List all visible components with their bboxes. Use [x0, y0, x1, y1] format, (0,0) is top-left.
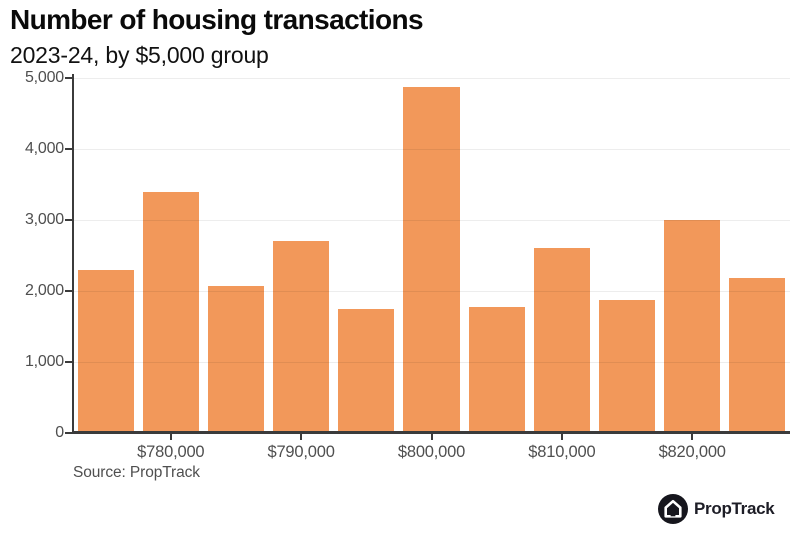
bar	[77, 269, 134, 433]
bar	[142, 191, 199, 433]
x-axis-line	[72, 431, 790, 434]
y-tick	[65, 148, 72, 150]
x-tick	[300, 434, 303, 440]
y-tick	[65, 219, 72, 221]
y-axis-line	[72, 74, 74, 434]
bar	[599, 299, 656, 433]
bar	[468, 306, 525, 433]
x-tick	[430, 434, 433, 440]
x-axis-label: $790,000	[267, 443, 335, 461]
y-tick	[65, 361, 72, 363]
y-axis-label: 5,000	[24, 69, 64, 86]
y-tick	[65, 432, 72, 434]
house-icon	[658, 494, 688, 524]
y-axis-label: 0	[55, 424, 64, 441]
y-axis-label: 1,000	[24, 353, 64, 370]
bar	[338, 308, 395, 433]
gridline	[73, 362, 790, 363]
x-tick	[169, 434, 172, 440]
y-tick	[65, 290, 72, 292]
bar	[729, 278, 786, 433]
gridline	[73, 220, 790, 221]
y-tick	[65, 77, 72, 79]
gridline	[73, 78, 790, 79]
bar	[664, 220, 721, 433]
gridline	[73, 291, 790, 292]
brand-name: PropTrack	[694, 499, 775, 518]
y-axis-label: 3,000	[24, 211, 64, 228]
x-tick	[560, 434, 563, 440]
chart-title: Number of housing transactions	[10, 4, 424, 35]
bar	[533, 248, 590, 433]
y-axis-label: 2,000	[24, 282, 64, 299]
bar	[273, 241, 330, 433]
x-axis-label: $820,000	[658, 443, 726, 461]
x-axis-label: $800,000	[397, 443, 466, 461]
x-tick	[691, 434, 694, 440]
gridline	[73, 149, 790, 150]
brand-logo: PropTrack	[658, 494, 775, 524]
bar	[207, 286, 265, 433]
chart-subtitle: 2023-24, by $5,000 group	[10, 42, 269, 68]
source-note: Source: PropTrack	[73, 464, 200, 481]
x-axis-label: $780,000	[137, 443, 205, 461]
x-axis-label: $810,000	[528, 443, 596, 461]
bar	[403, 87, 460, 433]
y-axis-label: 4,000	[24, 140, 64, 157]
